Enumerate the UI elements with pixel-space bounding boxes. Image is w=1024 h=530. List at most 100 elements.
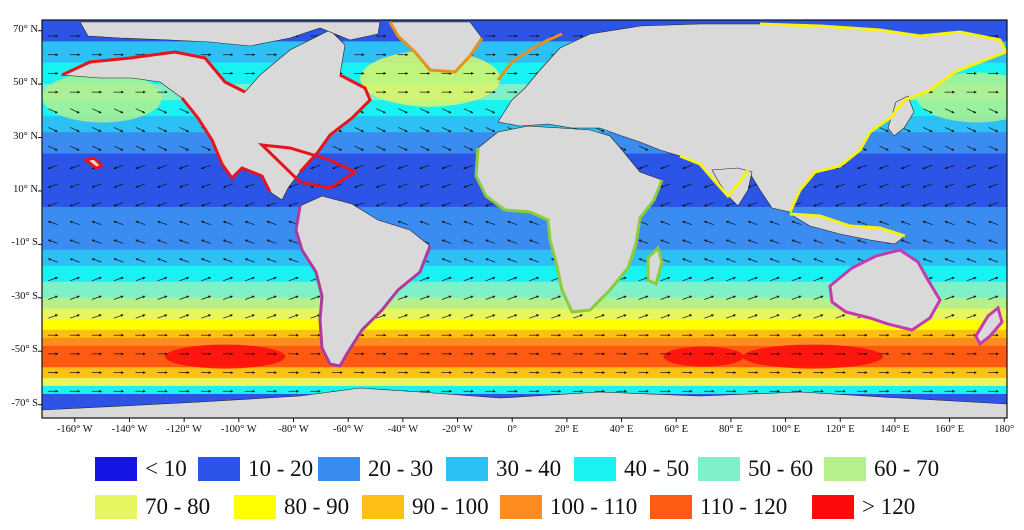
direction-arrow xyxy=(944,127,955,132)
direction-arrow xyxy=(703,202,714,207)
coast-yellow-south-asia xyxy=(679,154,750,199)
direction-arrow xyxy=(179,314,190,319)
direction-arrow xyxy=(791,220,802,226)
direction-arrow xyxy=(682,239,692,244)
legend-label: 70 - 80 xyxy=(145,494,211,519)
legend-label: < 10 xyxy=(145,456,187,481)
direction-arrow xyxy=(747,202,758,207)
map-canvas xyxy=(38,19,1008,422)
legend-swatch xyxy=(446,457,488,481)
direction-arrow xyxy=(769,220,780,226)
legend-swatch xyxy=(318,457,360,481)
direction-arrow xyxy=(463,145,474,151)
direction-arrow xyxy=(900,164,911,170)
coast-red-pacific-na xyxy=(61,50,246,94)
direction-arrow xyxy=(157,295,168,300)
direction-arrow xyxy=(835,239,846,244)
lat-label: -30° S xyxy=(11,290,38,302)
direction-arrow xyxy=(222,258,233,263)
direction-arrow xyxy=(69,295,80,300)
direction-arrow xyxy=(135,295,146,300)
direction-arrow xyxy=(813,276,824,282)
direction-arrow xyxy=(988,258,999,263)
direction-arrow xyxy=(791,258,802,263)
direction-arrow xyxy=(703,239,714,244)
direction-arrow xyxy=(69,276,80,282)
lon-label: -60° W xyxy=(332,424,364,435)
direction-arrow xyxy=(441,108,452,114)
direction-arrow xyxy=(944,314,955,319)
direction-arrow xyxy=(91,276,102,282)
legend-item: 50 - 60 xyxy=(698,454,813,484)
direction-arrow xyxy=(200,202,211,207)
direction-arrow xyxy=(660,239,671,244)
direction-arrow xyxy=(922,164,933,170)
legend-item: 40 - 50 xyxy=(574,454,689,484)
direction-arrow xyxy=(91,220,102,226)
direction-arrow xyxy=(944,276,955,282)
direction-arrow xyxy=(244,183,255,188)
direction-arrow xyxy=(944,183,955,188)
direction-arrow xyxy=(747,295,758,300)
direction-arrow xyxy=(157,276,168,282)
direction-arrow xyxy=(420,127,430,132)
direction-arrow xyxy=(376,314,387,319)
direction-arrow xyxy=(48,127,58,132)
lat-label: -10° S xyxy=(11,237,38,249)
coast-yellow-asia xyxy=(759,22,1007,213)
arctic-islands xyxy=(79,21,381,47)
direction-arrow xyxy=(310,314,321,319)
direction-arrow xyxy=(878,202,889,207)
direction-arrow xyxy=(266,276,277,282)
lon-label: 40° E xyxy=(609,424,634,435)
direction-arrow xyxy=(529,314,540,319)
direction-arrow xyxy=(682,295,693,300)
legend-item: 90 - 100 xyxy=(362,492,489,522)
legend-label: 20 - 30 xyxy=(368,456,434,481)
coast-yellow-indonesia xyxy=(789,212,906,238)
direction-arrow xyxy=(747,258,758,263)
legend-swatch xyxy=(362,495,404,519)
axis-ticks xyxy=(38,30,1005,422)
direction-arrow xyxy=(48,108,58,114)
direction-arrow xyxy=(616,314,627,319)
direction-arrow xyxy=(266,220,277,226)
direction-arrow xyxy=(726,295,736,300)
direction-arrow xyxy=(47,239,58,244)
direction-arrow xyxy=(441,127,452,132)
direction-arrow xyxy=(179,127,190,132)
direction-arrow xyxy=(69,164,80,170)
direction-arrow xyxy=(725,220,736,226)
direction-arrow xyxy=(988,127,999,132)
direction-arrow xyxy=(944,108,955,114)
direction-arrow xyxy=(200,183,211,188)
direction-arrow xyxy=(463,202,474,207)
direction-arrow xyxy=(922,258,933,263)
direction-arrow xyxy=(397,164,408,170)
direction-arrow xyxy=(441,239,452,244)
direction-arrow xyxy=(660,202,671,207)
direction-arrow xyxy=(725,239,736,244)
direction-arrow xyxy=(485,258,496,263)
direction-arrow xyxy=(179,295,190,300)
direction-arrow xyxy=(157,108,168,114)
legend-swatch xyxy=(95,495,137,519)
direction-arrow xyxy=(157,220,168,226)
direction-arrow xyxy=(835,258,846,263)
direction-arrow xyxy=(747,183,758,188)
direction-arrow xyxy=(638,314,649,319)
direction-arrow xyxy=(419,220,430,226)
direction-arrow xyxy=(354,127,364,132)
lon-label: 180° xyxy=(994,424,1015,435)
direction-arrow xyxy=(944,202,955,207)
direction-arrow xyxy=(179,258,189,263)
direction-arrow xyxy=(113,239,124,244)
direction-arrow xyxy=(944,164,955,170)
direction-arrow xyxy=(91,127,102,132)
coast-red-east-na xyxy=(298,73,372,174)
ocean-band xyxy=(42,297,1007,309)
direction-arrow xyxy=(113,276,124,282)
direction-arrow xyxy=(135,239,146,244)
legend-item: > 120 xyxy=(812,492,915,522)
lon-label: -160° W xyxy=(56,424,93,435)
